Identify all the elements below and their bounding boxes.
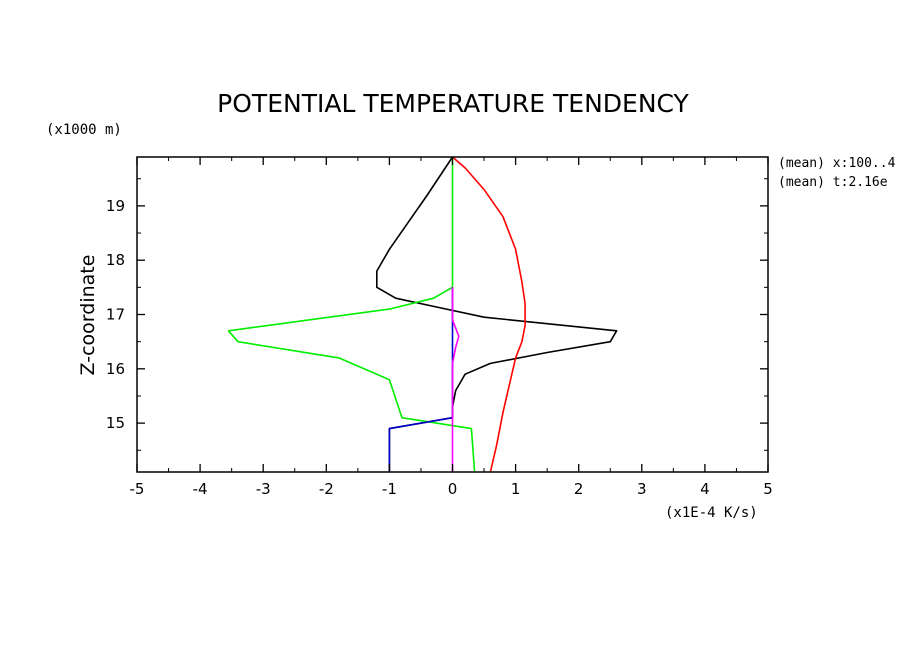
tick-layer: -5 -4 -3 -2 -1 0 1 2 3 4 5 15 16 17 18 19: [106, 157, 773, 498]
x-tick-label: 1: [511, 480, 521, 498]
x-tick-label: -3: [256, 480, 271, 498]
x-tick-label: 3: [637, 480, 647, 498]
x-tick-label: 4: [700, 480, 710, 498]
y-tick-label: 18: [106, 251, 125, 269]
y-tick-label: 15: [106, 414, 125, 432]
y-axis-unit: (x1000 m): [46, 122, 122, 138]
x-tick-label: 5: [763, 480, 773, 498]
x-axis-unit: (x1E-4 K/s): [665, 505, 758, 521]
chart-title: POTENTIAL TEMPERATURE TENDENCY: [217, 89, 689, 118]
x-tick-label: -4: [193, 480, 208, 498]
y-tick-label: 17: [106, 306, 125, 324]
series-line-2: [227, 157, 476, 473]
annotation-mean-x: (mean) x:100..4: [778, 156, 896, 171]
x-tick-label: -2: [319, 480, 334, 498]
annotation-mean-t: (mean) t:2.16e: [778, 175, 888, 190]
x-tick-label: 0: [448, 480, 458, 498]
x-tick-label: 2: [574, 480, 584, 498]
series-layer: [227, 156, 618, 473]
series-line-1: [451, 156, 526, 473]
x-tick-label: -1: [382, 480, 397, 498]
y-tick-label: 16: [106, 360, 125, 378]
x-tick-label: -5: [130, 480, 145, 498]
y-tick-label: 19: [106, 197, 125, 215]
y-axis-label: Z-coordinate: [77, 255, 99, 376]
series-line-3: [388, 287, 454, 472]
series-line-4: [451, 287, 460, 472]
